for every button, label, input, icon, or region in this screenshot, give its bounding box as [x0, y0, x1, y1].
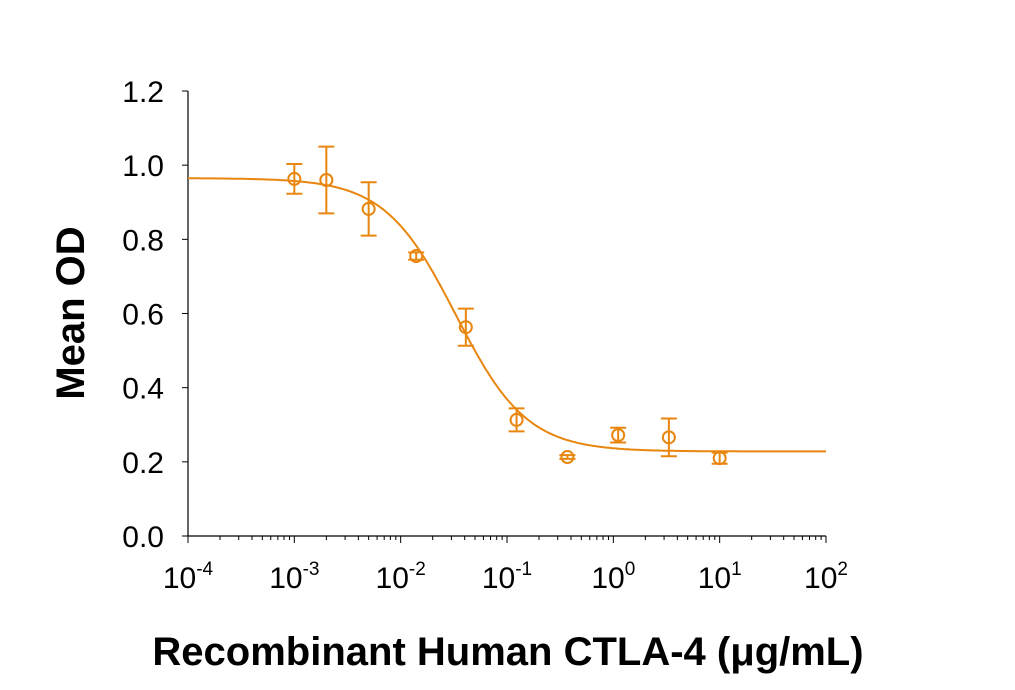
data-point	[508, 407, 525, 433]
data-point	[457, 307, 474, 347]
y-tick-label: 1.2	[122, 76, 164, 109]
x-tick-label: 100	[591, 559, 635, 595]
point-marker	[458, 320, 473, 335]
point-marker	[509, 412, 524, 427]
y-tick-label: 1.0	[122, 150, 164, 183]
data-point	[559, 450, 576, 465]
y-tick-label: 0.6	[122, 299, 164, 332]
data-point	[318, 145, 335, 215]
point-marker	[611, 428, 626, 443]
data-marks	[188, 145, 826, 466]
point-marker	[560, 450, 575, 465]
point-marker	[319, 173, 334, 187]
axes: 0.0 0.2 0.4 0.6 0.8 1.0 1.2 10-4 10-3 10-2 10-1 100…	[122, 76, 848, 595]
point-marker	[661, 430, 676, 445]
data-point	[711, 451, 728, 466]
y-tick-label: 0.4	[122, 373, 164, 406]
fit-curve	[188, 177, 826, 453]
point-marker	[712, 451, 727, 466]
data-point	[408, 249, 425, 264]
y-tick-label: 0.0	[122, 521, 164, 554]
data-point	[360, 181, 377, 237]
x-tick-label: 101	[698, 559, 742, 595]
data-point	[660, 417, 677, 458]
point-marker	[361, 201, 376, 216]
x-tick-label: 10-1	[482, 559, 532, 595]
point-marker	[287, 171, 302, 186]
y-tick-label: 0.8	[122, 224, 164, 257]
y-tick-label: 0.2	[122, 447, 164, 480]
x-tick-label: 102	[804, 559, 848, 595]
y-axis-label: Mean OD	[49, 226, 93, 399]
point-marker	[409, 249, 424, 264]
x-tick-label: 10-4	[163, 559, 214, 595]
x-axis-label: Recombinant Human CTLA-4 (μg/mL)	[152, 630, 863, 674]
data-point	[610, 426, 627, 444]
data-point	[286, 163, 303, 195]
x-tick-label: 10-2	[376, 559, 426, 595]
x-tick-label: 10-3	[269, 559, 319, 595]
